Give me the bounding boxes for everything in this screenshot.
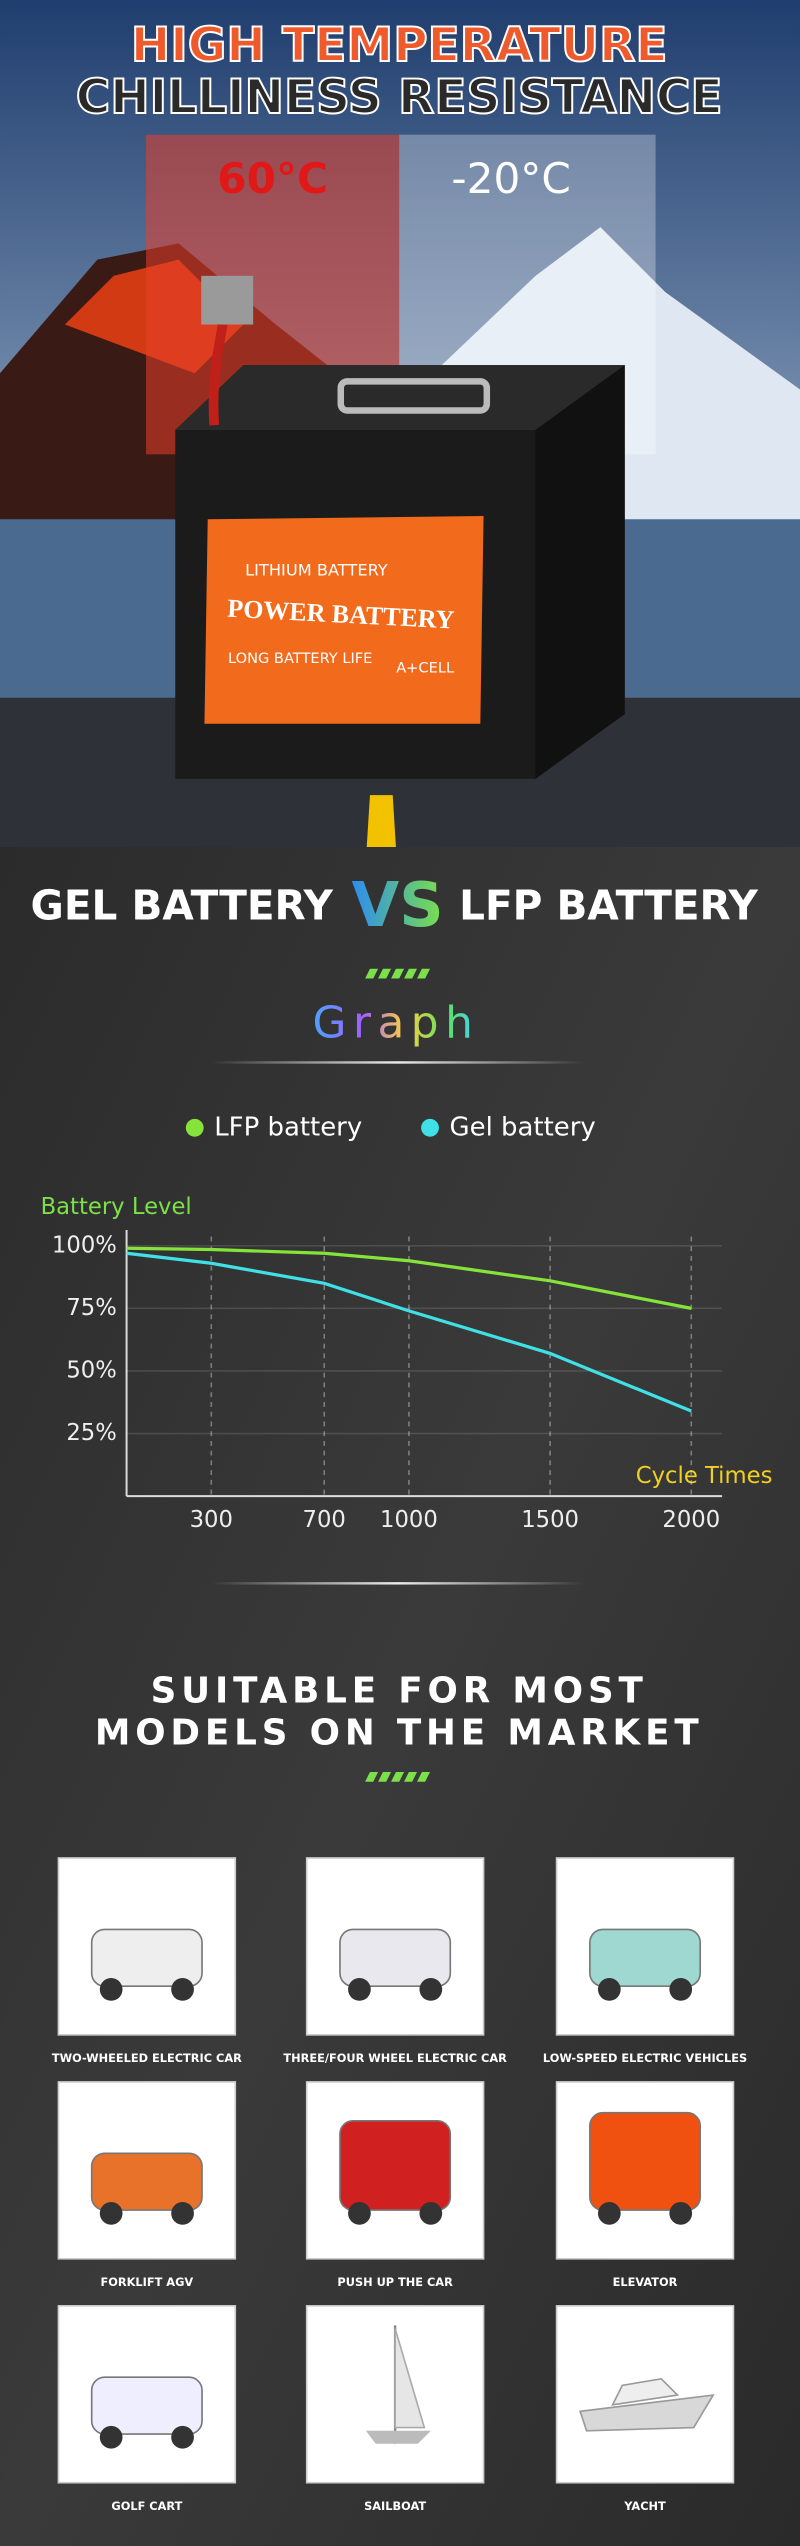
wheel [99, 2425, 123, 2449]
vehicle-body [589, 1928, 702, 1987]
x-tick-label: 1000 [380, 1507, 438, 1533]
series-line [126, 1251, 692, 1413]
wheel [419, 1978, 443, 2001]
divider [210, 1061, 585, 1064]
vehicle-body [339, 1928, 452, 1987]
handle [337, 378, 491, 414]
vehicle-body [90, 2376, 203, 2435]
model-card: FORKLIFT AGV [57, 2081, 237, 2289]
vehicle-body [90, 1928, 203, 1987]
label-text: A+CELL [396, 660, 455, 677]
divider [210, 1582, 585, 1585]
wheel [99, 2201, 123, 2225]
model-caption: GOLF CART [111, 2499, 182, 2513]
model-card: THREE/FOUR WHEEL ELECTRIC CAR [283, 1857, 507, 2065]
model-card: GOLF CART [57, 2305, 237, 2513]
y-axis-label: Battery Level [41, 1194, 192, 1220]
model-card: PUSH UP THE CAR [305, 2081, 485, 2289]
model-caption: ELEVATOR [613, 2275, 678, 2289]
label-text: LONG BATTERY LIFE [228, 650, 372, 667]
y-tick-label: 50% [66, 1357, 116, 1383]
model-card: SAILBOAT [305, 2305, 485, 2513]
vehicle-body [90, 2152, 203, 2211]
label-text: LITHIUM BATTERY [245, 561, 388, 580]
model-card: LOW-SPEED ELECTRIC VEHICLES [543, 1857, 747, 2065]
legend-swatch [421, 1118, 439, 1137]
model-caption: SAILBOAT [364, 2499, 426, 2513]
dark-bg [0, 847, 800, 2546]
wheel [171, 2201, 194, 2225]
wheel [348, 2201, 371, 2225]
wheel [597, 1978, 621, 2001]
compare-right: LFP BATTERY [459, 882, 758, 930]
model-card: TWO-WHEELED ELECTRIC CAR [52, 1857, 242, 2065]
model-caption: PUSH UP THE CAR [337, 2275, 453, 2289]
legend-label: Gel battery [449, 1112, 595, 1142]
connector [201, 275, 254, 325]
compare-left: GEL BATTERY [31, 882, 334, 930]
y-tick-label: 75% [66, 1295, 116, 1321]
model-card: ELEVATOR [555, 2081, 735, 2289]
sail [394, 2328, 426, 2429]
wheel [99, 1978, 123, 2001]
battery-side [535, 365, 625, 779]
series-line [126, 1246, 692, 1310]
y-tick-label: 100% [52, 1232, 117, 1258]
wheel [669, 1978, 693, 2001]
models-title: MODELS ON THE MARKET [95, 1713, 704, 1754]
cabin [611, 2377, 680, 2406]
road-line [366, 795, 396, 848]
model-caption: TWO-WHEELED ELECTRIC CAR [52, 2051, 242, 2065]
vehicle-body [339, 2120, 452, 2211]
wheel [597, 2201, 621, 2225]
hot-label: 60°C [217, 154, 328, 203]
x-tick-label: 2000 [662, 1507, 720, 1533]
chart-title: Graph [313, 998, 480, 1049]
hero-title: CHILLINESS RESISTANCE [76, 70, 723, 125]
wheel [669, 2201, 693, 2225]
cold-label: -20°C [451, 154, 570, 203]
slashes [365, 968, 431, 979]
wheel [348, 1978, 371, 2001]
model-caption: LOW-SPEED ELECTRIC VEHICLES [543, 2051, 747, 2065]
models-title: SUITABLE FOR MOST [151, 1670, 648, 1711]
model-caption: YACHT [623, 2499, 666, 2513]
x-tick-label: 1500 [521, 1507, 579, 1533]
battery-label [204, 516, 484, 724]
slashes [365, 1771, 431, 1782]
legend-swatch [185, 1118, 204, 1137]
wheel [171, 1978, 194, 2001]
model-caption: FORKLIFT AGV [101, 2275, 194, 2289]
x-tick-label: 700 [303, 1507, 346, 1533]
wheel [419, 2201, 443, 2225]
model-card: YACHT [555, 2305, 735, 2513]
vehicle-body [589, 2111, 702, 2211]
hull [579, 2394, 715, 2432]
wheel [171, 2425, 194, 2449]
battery-top [175, 365, 625, 431]
model-caption: THREE/FOUR WHEEL ELECTRIC CAR [283, 2051, 507, 2065]
hull [365, 2430, 431, 2444]
legend-label: LFP battery [214, 1112, 362, 1142]
x-tick-label: 300 [190, 1507, 233, 1533]
x-axis-label: Cycle Times [636, 1463, 773, 1489]
y-tick-label: 25% [66, 1420, 116, 1446]
hero-title: HIGH TEMPERATURE [131, 18, 668, 73]
compare-vs: VS [352, 869, 444, 941]
